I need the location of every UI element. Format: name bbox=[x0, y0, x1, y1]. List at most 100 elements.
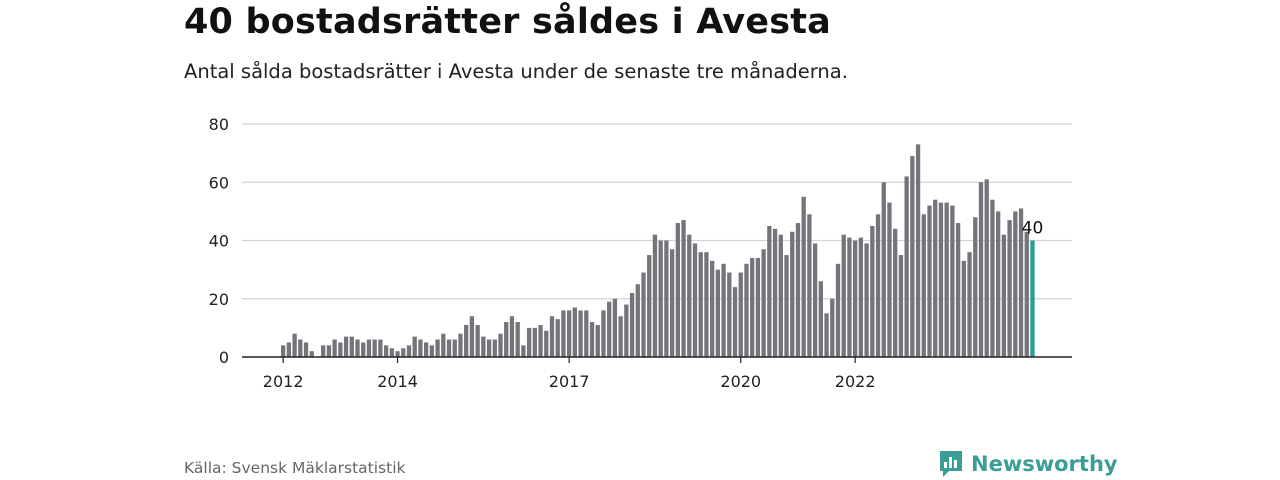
bar bbox=[378, 339, 383, 357]
y-tick-label: 20 bbox=[209, 290, 229, 309]
bar bbox=[429, 345, 435, 357]
bar bbox=[853, 240, 858, 357]
bar bbox=[841, 234, 846, 357]
bar bbox=[555, 319, 560, 357]
bar bbox=[281, 345, 286, 357]
bar bbox=[652, 234, 658, 357]
bar bbox=[544, 330, 549, 357]
bar bbox=[898, 255, 904, 357]
bar bbox=[372, 339, 377, 357]
bar bbox=[881, 182, 886, 357]
highlight-bar bbox=[1030, 240, 1035, 357]
bar bbox=[738, 272, 743, 357]
bar bbox=[915, 144, 921, 357]
bar bbox=[893, 228, 898, 357]
bar bbox=[887, 202, 892, 357]
bar bbox=[847, 237, 852, 357]
brand-name: Newsworthy bbox=[971, 452, 1118, 476]
bar bbox=[755, 257, 761, 357]
bar bbox=[464, 324, 469, 357]
bar bbox=[978, 182, 984, 357]
bar bbox=[812, 243, 818, 357]
bar bbox=[784, 255, 789, 357]
bar bbox=[389, 348, 394, 357]
bar bbox=[526, 327, 532, 358]
bar bbox=[944, 202, 949, 357]
bar bbox=[772, 228, 778, 357]
bar bbox=[807, 214, 812, 357]
bar bbox=[452, 339, 457, 357]
bars bbox=[281, 144, 1035, 358]
bar bbox=[761, 249, 766, 357]
x-tick-label: 2012 bbox=[263, 372, 304, 391]
y-tick-label: 0 bbox=[219, 348, 229, 367]
bar bbox=[1024, 231, 1029, 357]
bar bbox=[950, 205, 955, 357]
bar bbox=[1018, 208, 1024, 357]
bar bbox=[412, 336, 417, 357]
bar bbox=[498, 333, 503, 357]
bar bbox=[818, 281, 823, 357]
bar bbox=[687, 234, 692, 357]
bar bbox=[715, 269, 721, 358]
bar bbox=[504, 322, 509, 357]
bar bbox=[790, 231, 795, 357]
bar bbox=[824, 313, 829, 357]
bar bbox=[435, 339, 440, 357]
bar bbox=[589, 322, 595, 357]
bar bbox=[681, 220, 686, 357]
x-tick-label: 2020 bbox=[720, 372, 761, 391]
bar bbox=[641, 272, 646, 357]
bar bbox=[955, 223, 961, 357]
bar bbox=[984, 179, 989, 357]
bar bbox=[601, 310, 606, 357]
bar bbox=[578, 310, 583, 357]
bar bbox=[361, 342, 366, 357]
y-tick-label: 40 bbox=[209, 232, 229, 251]
bar bbox=[910, 156, 915, 357]
bar bbox=[538, 324, 543, 357]
bar bbox=[349, 336, 354, 357]
bar bbox=[664, 240, 669, 357]
bar bbox=[532, 327, 537, 358]
bar bbox=[1013, 211, 1018, 358]
bar bbox=[732, 287, 738, 357]
bar bbox=[607, 301, 612, 357]
bar bbox=[492, 339, 497, 357]
bar bbox=[967, 252, 972, 357]
x-tick-label: 2017 bbox=[549, 372, 590, 391]
bar bbox=[778, 234, 783, 357]
bar bbox=[704, 252, 709, 357]
bar bbox=[647, 255, 652, 357]
bar bbox=[830, 298, 835, 357]
bar bbox=[343, 336, 349, 357]
brand-logo[interactable]: Newsworthy bbox=[938, 449, 1118, 479]
bar bbox=[767, 225, 772, 357]
bar bbox=[321, 345, 326, 357]
bar bbox=[572, 307, 578, 357]
y-tick-label: 80 bbox=[209, 115, 229, 134]
bar bbox=[298, 339, 303, 357]
source-note: Källa: Svensk Mäklarstatistik bbox=[184, 459, 406, 477]
bar bbox=[446, 339, 452, 357]
bar bbox=[475, 324, 480, 357]
bar bbox=[383, 345, 389, 357]
bar bbox=[624, 304, 629, 357]
bar bbox=[744, 263, 749, 357]
bar bbox=[424, 342, 429, 357]
bar bbox=[618, 316, 623, 357]
bar bbox=[750, 257, 755, 357]
bar bbox=[612, 298, 618, 357]
newsworthy-logo-icon bbox=[940, 451, 962, 477]
bar bbox=[401, 348, 406, 357]
bar bbox=[286, 342, 292, 357]
bar bbox=[595, 324, 600, 357]
bar bbox=[990, 199, 995, 357]
bar bbox=[332, 339, 337, 357]
chart-subtitle: Antal sålda bostadsrätter i Avesta under… bbox=[184, 60, 848, 83]
bar bbox=[927, 205, 932, 357]
bar bbox=[721, 263, 726, 357]
bar bbox=[904, 176, 909, 357]
y-axis-ticks: 0 20 40 60 80 bbox=[209, 115, 229, 367]
bar bbox=[338, 342, 343, 357]
